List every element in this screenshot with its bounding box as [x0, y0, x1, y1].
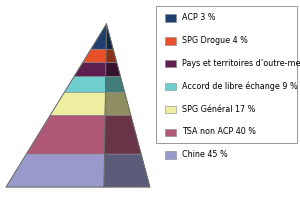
Polygon shape	[106, 49, 117, 63]
Polygon shape	[105, 77, 125, 93]
Text: Accord de libre échange 9 %: Accord de libre échange 9 %	[182, 81, 298, 91]
Text: SPG Général 17 %: SPG Général 17 %	[182, 104, 255, 114]
Polygon shape	[74, 63, 106, 77]
Bar	[165, 60, 176, 67]
Bar	[165, 151, 176, 159]
Polygon shape	[26, 115, 105, 154]
Polygon shape	[64, 77, 106, 93]
Text: ACP 3 %: ACP 3 %	[182, 13, 215, 22]
Bar	[165, 14, 176, 22]
Bar	[165, 37, 176, 45]
Text: Chine 45 %: Chine 45 %	[182, 150, 228, 159]
Polygon shape	[106, 63, 121, 77]
Polygon shape	[105, 93, 131, 115]
Polygon shape	[106, 24, 113, 49]
Text: Pays et territoires d’outre-mer 6 %: Pays et territoires d’outre-mer 6 %	[182, 59, 300, 68]
Bar	[165, 83, 176, 90]
Polygon shape	[50, 93, 105, 115]
Text: SPG Drogue 4 %: SPG Drogue 4 %	[182, 36, 248, 45]
Text: TSA non ACP 40 %: TSA non ACP 40 %	[182, 127, 256, 137]
Bar	[165, 129, 176, 136]
Bar	[156, 6, 297, 143]
Bar	[165, 106, 176, 113]
Polygon shape	[82, 49, 106, 63]
Polygon shape	[104, 115, 141, 154]
Polygon shape	[91, 24, 106, 49]
Polygon shape	[6, 154, 104, 187]
Polygon shape	[104, 154, 150, 187]
